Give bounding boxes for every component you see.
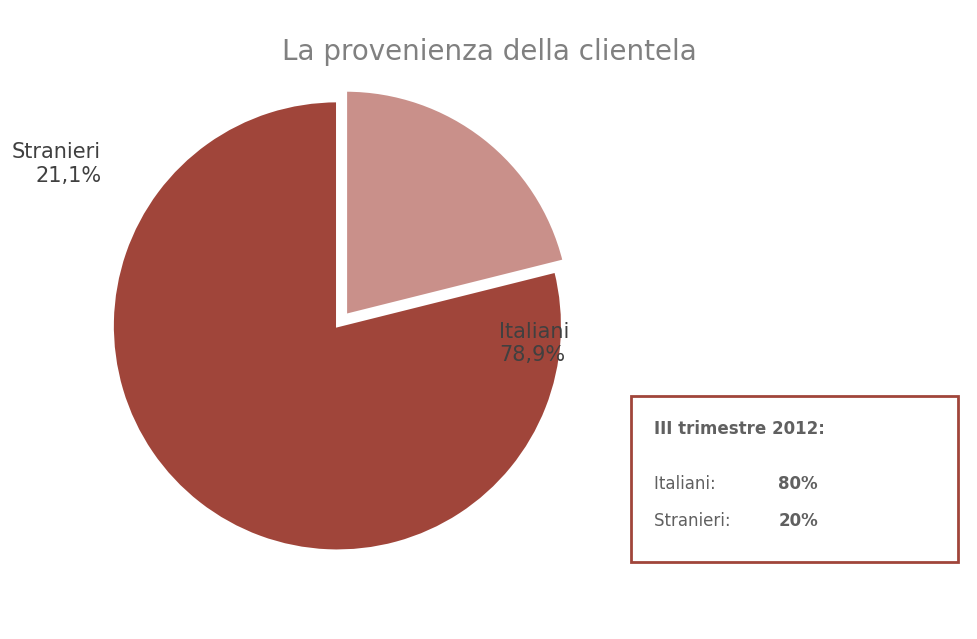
Text: 80%: 80%: [778, 475, 817, 493]
Wedge shape: [112, 101, 562, 551]
Text: Italiani
78,9%: Italiani 78,9%: [499, 322, 570, 366]
Text: Italiani:: Italiani:: [653, 475, 720, 493]
FancyBboxPatch shape: [630, 396, 957, 562]
Text: III trimestre 2012:: III trimestre 2012:: [653, 420, 824, 438]
Text: 20%: 20%: [778, 512, 817, 530]
Text: Stranieri
21,1%: Stranieri 21,1%: [12, 142, 102, 185]
Text: La provenienza della clientela: La provenienza della clientela: [281, 38, 696, 66]
Wedge shape: [345, 90, 564, 315]
Text: Stranieri:: Stranieri:: [653, 512, 735, 530]
